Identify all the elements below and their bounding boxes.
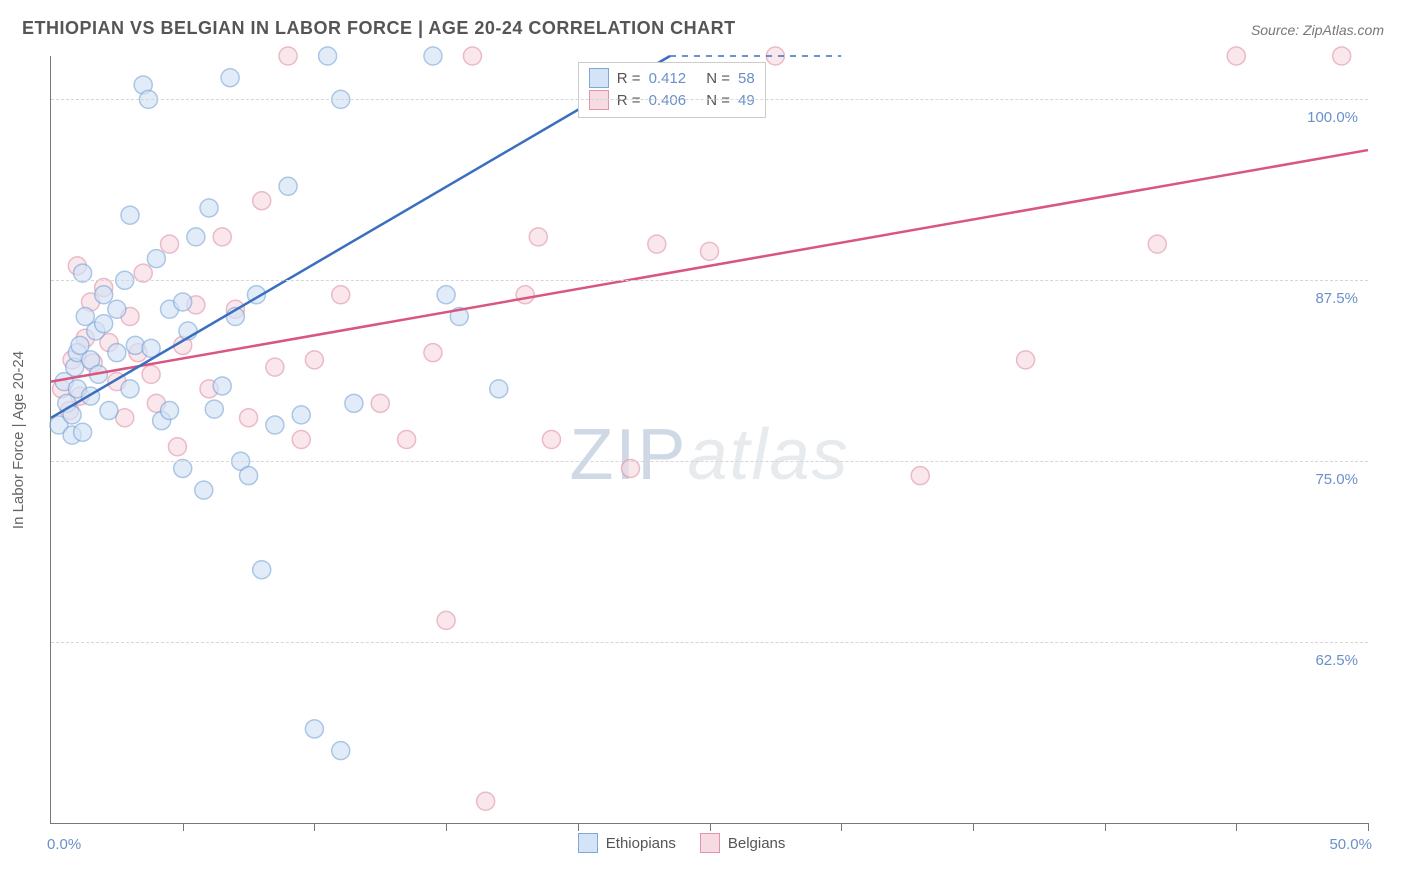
scatter-point-belgians xyxy=(142,365,160,383)
gridline-h xyxy=(51,461,1368,462)
y-grid-label: 87.5% xyxy=(1315,290,1358,307)
scatter-point-belgians xyxy=(240,409,258,427)
x-tick xyxy=(841,823,842,831)
gridline-h xyxy=(51,642,1368,643)
scatter-point-belgians xyxy=(213,228,231,246)
scatter-point-ethiopians xyxy=(490,380,508,398)
r-value-ethiopians: 0.412 xyxy=(649,70,687,87)
scatter-point-ethiopians xyxy=(253,561,271,579)
chart-svg xyxy=(51,56,1368,823)
scatter-point-belgians xyxy=(542,431,560,449)
scatter-point-belgians xyxy=(332,286,350,304)
scatter-point-ethiopians xyxy=(292,406,310,424)
y-axis-label: In Labor Force | Age 20-24 xyxy=(10,56,40,824)
scatter-point-belgians xyxy=(648,235,666,253)
scatter-point-ethiopians xyxy=(108,344,126,362)
scatter-point-belgians xyxy=(253,192,271,210)
scatter-point-ethiopians xyxy=(305,720,323,738)
x-min-label: 0.0% xyxy=(47,836,81,853)
scatter-point-ethiopians xyxy=(161,402,179,420)
chart-title: ETHIOPIAN VS BELGIAN IN LABOR FORCE | AG… xyxy=(22,18,736,39)
scatter-point-ethiopians xyxy=(100,402,118,420)
scatter-point-belgians xyxy=(529,228,547,246)
scatter-point-ethiopians xyxy=(174,293,192,311)
x-tick xyxy=(1105,823,1106,831)
scatter-point-belgians xyxy=(168,438,186,456)
scatter-point-belgians xyxy=(424,344,442,362)
scatter-point-ethiopians xyxy=(221,69,239,87)
y-grid-label: 62.5% xyxy=(1315,652,1358,669)
y-grid-label: 100.0% xyxy=(1307,109,1358,126)
scatter-point-belgians xyxy=(266,358,284,376)
x-tick xyxy=(446,823,447,831)
scatter-point-belgians xyxy=(1333,47,1351,65)
x-tick xyxy=(710,823,711,831)
legend-item-ethiopians: Ethiopians xyxy=(578,833,676,853)
legend-label-ethiopians: Ethiopians xyxy=(606,835,676,852)
scatter-point-ethiopians xyxy=(240,467,258,485)
scatter-point-belgians xyxy=(279,47,297,65)
scatter-point-ethiopians xyxy=(95,286,113,304)
scatter-point-ethiopians xyxy=(187,228,205,246)
scatter-point-ethiopians xyxy=(121,380,139,398)
scatter-point-belgians xyxy=(516,286,534,304)
legend-label-belgians: Belgians xyxy=(728,835,786,852)
x-tick xyxy=(973,823,974,831)
scatter-point-ethiopians xyxy=(126,336,144,354)
scatter-point-ethiopians xyxy=(121,206,139,224)
scatter-point-ethiopians xyxy=(266,416,284,434)
y-grid-label: 75.0% xyxy=(1315,471,1358,488)
r-label: R = xyxy=(617,70,641,87)
scatter-point-ethiopians xyxy=(345,394,363,412)
scatter-point-ethiopians xyxy=(213,377,231,395)
scatter-point-belgians xyxy=(292,431,310,449)
correlation-stat-box: R = 0.412 N = 58 R = 0.406 N = 49 xyxy=(578,62,766,118)
scatter-point-ethiopians xyxy=(424,47,442,65)
scatter-point-belgians xyxy=(463,47,481,65)
plot-area: ZIPatlas R = 0.412 N = 58 R = 0.406 N = … xyxy=(50,56,1368,824)
swatch-ethiopians xyxy=(589,68,609,88)
legend-swatch-belgians xyxy=(700,833,720,853)
scatter-point-ethiopians xyxy=(147,250,165,268)
scatter-point-ethiopians xyxy=(195,481,213,499)
scatter-point-belgians xyxy=(701,242,719,260)
scatter-point-belgians xyxy=(437,611,455,629)
x-tick xyxy=(578,823,579,831)
stat-row-ethiopians: R = 0.412 N = 58 xyxy=(589,67,755,89)
scatter-point-belgians xyxy=(371,394,389,412)
gridline-h xyxy=(51,280,1368,281)
scatter-point-ethiopians xyxy=(108,300,126,318)
scatter-point-ethiopians xyxy=(319,47,337,65)
x-tick xyxy=(314,823,315,831)
bottom-legend: Ethiopians Belgians xyxy=(578,833,786,853)
scatter-point-ethiopians xyxy=(95,315,113,333)
scatter-point-ethiopians xyxy=(437,286,455,304)
scatter-point-belgians xyxy=(305,351,323,369)
regression-line xyxy=(51,150,1368,382)
scatter-point-belgians xyxy=(477,792,495,810)
x-tick xyxy=(183,823,184,831)
scatter-point-ethiopians xyxy=(279,177,297,195)
scatter-point-ethiopians xyxy=(74,423,92,441)
gridline-h xyxy=(51,99,1368,100)
scatter-point-ethiopians xyxy=(332,742,350,760)
x-tick xyxy=(1236,823,1237,831)
n-value-ethiopians: 58 xyxy=(738,70,755,87)
scatter-point-belgians xyxy=(911,467,929,485)
scatter-point-belgians xyxy=(1227,47,1245,65)
scatter-point-ethiopians xyxy=(200,199,218,217)
legend-swatch-ethiopians xyxy=(578,833,598,853)
scatter-point-belgians xyxy=(1148,235,1166,253)
chart-container: ETHIOPIAN VS BELGIAN IN LABOR FORCE | AG… xyxy=(0,0,1406,892)
n-label: N = xyxy=(706,70,730,87)
scatter-point-belgians xyxy=(398,431,416,449)
scatter-point-belgians xyxy=(161,235,179,253)
scatter-point-belgians xyxy=(1017,351,1035,369)
chart-source: Source: ZipAtlas.com xyxy=(1251,22,1384,38)
x-tick xyxy=(1368,823,1369,831)
x-max-label: 50.0% xyxy=(1329,836,1372,853)
legend-item-belgians: Belgians xyxy=(700,833,786,853)
scatter-point-ethiopians xyxy=(205,400,223,418)
